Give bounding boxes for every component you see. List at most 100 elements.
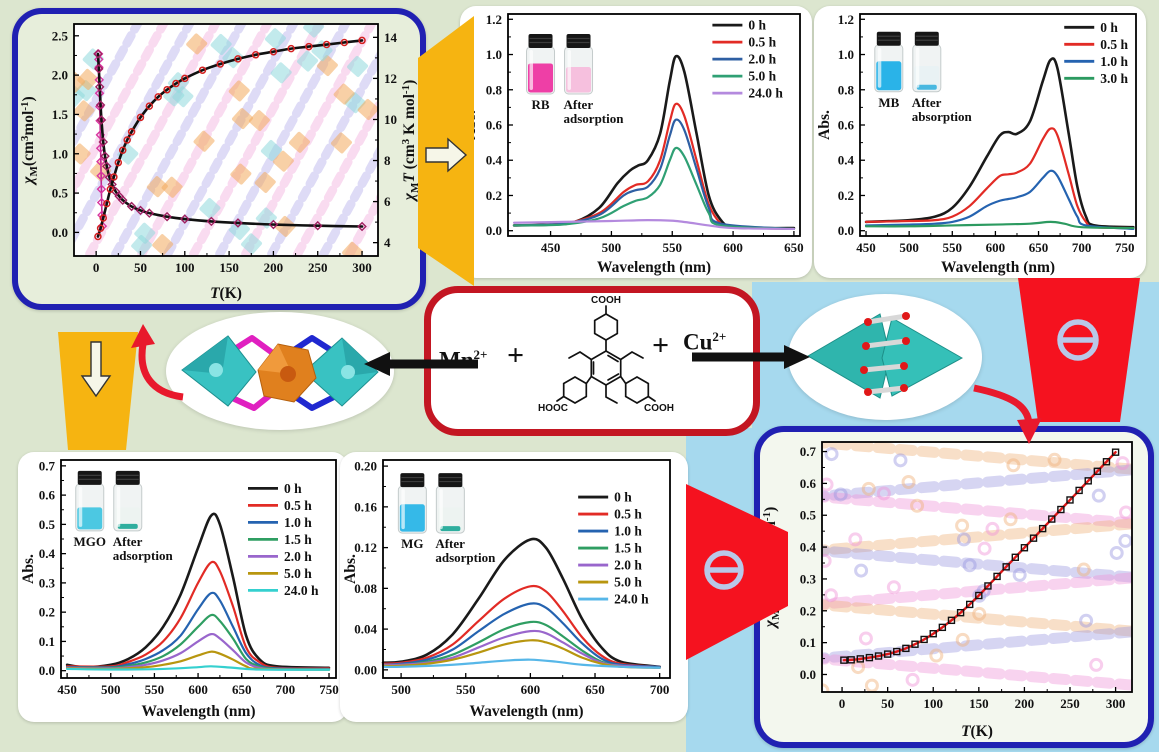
svg-text:24.0 h: 24.0 h — [614, 592, 649, 607]
svg-text:0: 0 — [839, 696, 846, 711]
svg-text:550: 550 — [943, 240, 963, 255]
mn-ion-label: Mn2+ — [439, 347, 487, 374]
svg-text:5.0 h: 5.0 h — [614, 575, 642, 590]
svg-text:0.16: 0.16 — [354, 499, 377, 514]
svg-text:1.5 h: 1.5 h — [284, 532, 312, 547]
svg-text:550: 550 — [456, 682, 476, 697]
svg-text:0.4: 0.4 — [39, 546, 56, 561]
svg-text:550: 550 — [663, 240, 683, 255]
svg-text:250: 250 — [1060, 696, 1080, 711]
svg-text:600: 600 — [521, 682, 541, 697]
svg-text:RB: RB — [531, 97, 549, 112]
svg-text:500: 500 — [899, 240, 919, 255]
mn-symbol: Mn — [439, 347, 474, 373]
chart-mb-absorption: 450 500 550 600 650 700 750 0.0 0.2 0.4 0.6 0.8 1.0 1… — [816, 12, 1137, 276]
svg-text:0.8: 0.8 — [838, 82, 855, 97]
legend: 0 h 0.5 h 1.0 h 1.5 h 2.0 h 5.0 h 24.0 h — [248, 481, 319, 598]
svg-text:0.6: 0.6 — [800, 476, 817, 491]
yellow-funnel-top — [418, 16, 474, 286]
orange-polyhedron-center — [257, 343, 317, 403]
axes-ticks: 0 50 100 150 200 250 300 0.0 0.1 0.2 0.3 0.4 0.5 0.6 0… — [800, 444, 1126, 711]
svg-text:0.5 h: 0.5 h — [748, 35, 776, 50]
crystal-structure-decoration — [822, 442, 1132, 692]
svg-text:1.0 h: 1.0 h — [614, 524, 642, 539]
series-group — [381, 537, 661, 669]
svg-text:adsorption: adsorption — [564, 111, 625, 126]
cyan-polyhedron-left — [181, 335, 257, 407]
cu-cluster-ellipse — [788, 294, 982, 420]
svg-text:0.0: 0.0 — [800, 667, 816, 682]
svg-text:0.0: 0.0 — [838, 223, 854, 238]
cooh-top-label: COOH — [591, 295, 621, 306]
svg-text:T(K): T(K) — [961, 723, 993, 740]
axes-frame — [382, 459, 671, 679]
plus-sign-left: + — [507, 339, 525, 372]
svg-text:500: 500 — [602, 240, 622, 255]
svg-text:0.12: 0.12 — [354, 540, 377, 555]
chart-magnetic-susceptibility: 0 50 100 150 200 250 300 0.0 0.5 1.0 1.5 2.0 2.5 4 6 8 1… — [19, 23, 421, 302]
plot-area — [860, 14, 1136, 236]
svg-text:2.0 h: 2.0 h — [748, 52, 776, 67]
series-group — [512, 54, 796, 231]
svg-text:650: 650 — [784, 240, 804, 255]
svg-text:0.0: 0.0 — [486, 223, 502, 238]
svg-text:300: 300 — [1106, 696, 1126, 711]
svg-text:10: 10 — [384, 112, 397, 127]
svg-text:6: 6 — [384, 194, 391, 209]
svg-text:0.3: 0.3 — [800, 571, 817, 586]
svg-text:550: 550 — [145, 682, 165, 697]
teal-pyramid-left — [807, 313, 891, 399]
svg-text:450: 450 — [57, 682, 77, 697]
series-group — [93, 36, 367, 241]
down-block-arrow-icon — [80, 341, 112, 398]
svg-text:0.7: 0.7 — [800, 444, 817, 459]
svg-text:700: 700 — [1072, 240, 1092, 255]
svg-text:150: 150 — [219, 260, 239, 275]
svg-text:250: 250 — [308, 260, 328, 275]
axes-ticks: 450 500 550 600 650 700 750 0.0 0.2 0.4 0.6 0.8 1.0 1… — [838, 12, 1135, 255]
panel-mgo-spectra: 450 500 550 600 650 700 750 0.0 0.1 0.2 0.3 0.4 0.5 0… — [18, 452, 348, 722]
mn-cluster-ellipse — [166, 312, 394, 430]
svg-text:0.1: 0.1 — [800, 635, 816, 650]
svg-text:After: After — [435, 536, 465, 551]
svg-text:12: 12 — [384, 71, 397, 86]
plot-area — [508, 14, 800, 236]
svg-text:0.0: 0.0 — [39, 663, 55, 678]
axes-ticks: 0 50 100 150 200 250 300 0.0 0.5 1.0 1.5 2.0 2.5 4 6 8 1… — [52, 28, 398, 275]
svg-text:MG: MG — [401, 536, 423, 551]
svg-text:450: 450 — [541, 240, 561, 255]
svg-text:200: 200 — [264, 260, 284, 275]
plus-sign-right: + — [652, 329, 670, 362]
svg-text:1.5: 1.5 — [52, 107, 69, 122]
svg-text:χM(cm3mol-1): χM(cm3mol-1) — [19, 96, 40, 185]
plot-area — [822, 442, 1132, 692]
svg-text:0.2: 0.2 — [39, 605, 55, 620]
svg-text:0.6: 0.6 — [39, 488, 56, 503]
svg-text:700: 700 — [276, 682, 296, 697]
panel-rb-spectra: 450 500 550 600 650 0.0 0.2 0.4 0.6 0.8 1.0 1.2 Wave… — [460, 6, 812, 278]
svg-text:600: 600 — [723, 240, 743, 255]
svg-text:500: 500 — [101, 682, 121, 697]
svg-text:0.5: 0.5 — [52, 186, 69, 201]
mn-polyhedra-model — [181, 335, 379, 411]
svg-text:1.0 h: 1.0 h — [1100, 54, 1128, 69]
reaction-scheme-box: Mn2+ + COOH — [424, 286, 760, 436]
panel-magnetic-top-left: 0 50 100 150 200 250 300 0.0 0.5 1.0 1.5 2.0 2.5 4 6 8 1… — [12, 8, 426, 310]
svg-text:After: After — [564, 97, 594, 112]
svg-text:5.0 h: 5.0 h — [748, 69, 776, 84]
svg-text:200: 200 — [1015, 696, 1035, 711]
legend: 0 h 0.5 h 2.0 h 5.0 h 24.0 h — [712, 18, 783, 101]
svg-text:0.04: 0.04 — [354, 622, 377, 637]
svg-text:1.2: 1.2 — [838, 12, 854, 27]
mn-atom — [209, 363, 223, 377]
axes-ticks: 500 550 600 650 700 0.00 0.04 0.08 0.12 0.16 0.20 — [354, 459, 669, 697]
series-group — [65, 512, 331, 671]
svg-text:0.1: 0.1 — [39, 634, 55, 649]
svg-text:1.2: 1.2 — [486, 12, 502, 27]
axes-frame — [821, 441, 1133, 693]
svg-text:0.6: 0.6 — [838, 118, 855, 133]
